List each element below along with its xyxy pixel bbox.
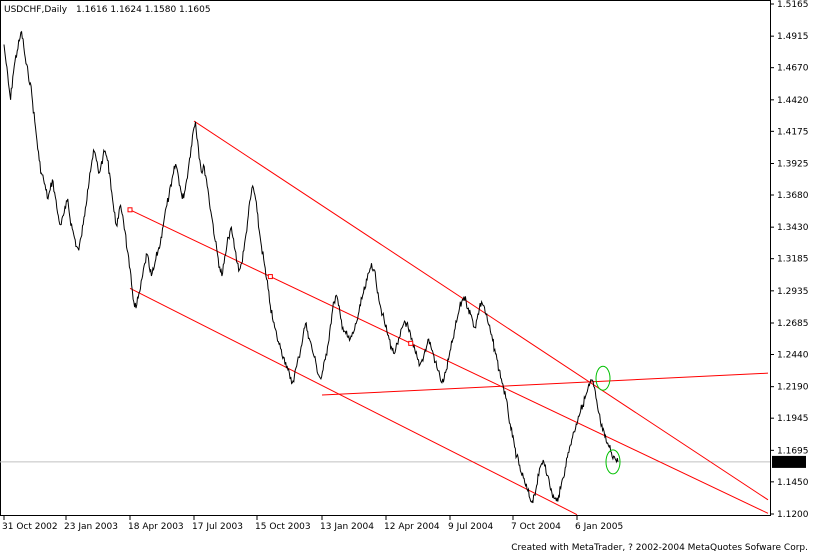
trendline-anchor-markers — [127, 207, 414, 346]
y-tick-label: 1.2935 — [777, 287, 809, 297]
chart-symbol-title: USDCHF,Daily — [4, 5, 68, 15]
x-tick-label: 12 Apr 2004 — [384, 522, 440, 532]
x-tick-label: 31 Oct 2002 — [2, 522, 58, 532]
y-tick-label: 1.5165 — [777, 0, 809, 10]
footer-credit: Created with MetaTrader, ? 2002-2004 Met… — [511, 543, 808, 553]
x-tick-label: 9 Jul 2004 — [448, 522, 493, 532]
trendline — [129, 287, 578, 516]
x-tick-label: 15 Oct 2003 — [255, 522, 311, 532]
y-tick-label: 1.2685 — [777, 319, 809, 329]
price-series-line — [3, 30, 619, 504]
y-tick-label: 1.4175 — [777, 127, 809, 137]
trendline-anchor-marker — [408, 340, 414, 346]
y-tick-label: 1.1450 — [777, 478, 809, 488]
x-axis-ticks: 31 Oct 2002 23 Jan 2003 18 Apr 2003 17 Jul … — [2, 515, 623, 532]
y-axis-ticks: 1.5165 1.4915 1.4670 1.4420 1.4175 1.3925 1.36… — [770, 0, 809, 520]
trendline — [321, 372, 769, 396]
x-tick-label: 23 Jan 2003 — [64, 522, 118, 532]
x-tick-label: 6 Jan 2005 — [575, 522, 623, 532]
y-tick-label: 1.1695 — [777, 446, 809, 456]
y-tick-label: 1.3185 — [777, 255, 809, 265]
x-tick-label: 7 Oct 2004 — [511, 522, 561, 532]
x-tick-label: 18 Apr 2003 — [128, 522, 184, 532]
plot-frame — [0, 0, 771, 516]
trendline — [193, 120, 769, 501]
y-tick-label: 1.3680 — [777, 191, 809, 201]
trendline-anchor-marker — [267, 274, 273, 280]
x-tick-label: 17 Jul 2003 — [192, 522, 243, 532]
highlight-ellipses — [595, 365, 621, 475]
y-tick-label: 1.3430 — [777, 223, 809, 233]
highlight-ellipse — [595, 365, 611, 391]
y-tick-label: 1.1200 — [777, 510, 809, 520]
y-tick-label: 1.2440 — [777, 351, 809, 361]
x-tick-label: 13 Jan 2004 — [320, 522, 374, 532]
trendline-anchor-marker — [127, 207, 133, 213]
y-tick-label: 1.2190 — [777, 383, 809, 393]
current-price-box — [772, 455, 806, 468]
chart-ohlc-values: 1.1616 1.1624 1.1580 1.1605 — [76, 5, 211, 15]
y-tick-label: 1.1945 — [777, 414, 809, 424]
highlight-ellipse — [605, 449, 621, 475]
y-tick-label: 1.4915 — [777, 32, 809, 42]
y-tick-label: 1.4670 — [777, 64, 809, 74]
y-tick-label: 1.4420 — [777, 96, 809, 106]
current-price-label: 1.1605 — [775, 458, 807, 468]
y-tick-label: 1.3925 — [777, 159, 809, 169]
